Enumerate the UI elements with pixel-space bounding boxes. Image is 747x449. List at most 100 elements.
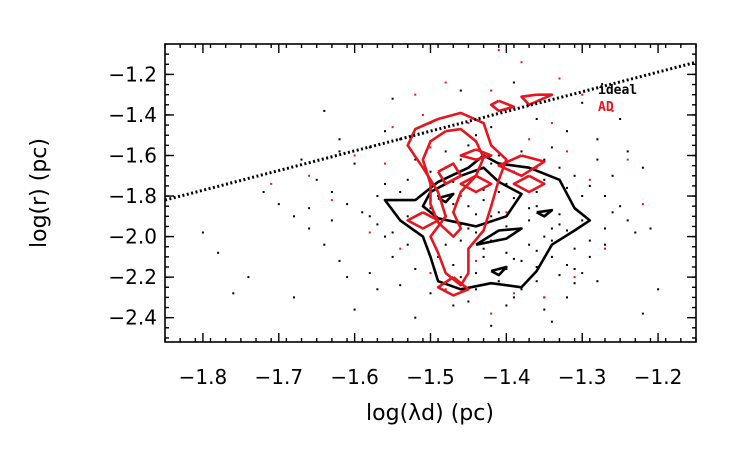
data-point-ideal: [535, 191, 538, 193]
data-point-ideal: [338, 150, 341, 153]
data-point-ideal: [512, 197, 515, 200]
data-point-ad: [353, 154, 356, 157]
y-tick-label: −1.8: [108, 184, 157, 208]
data-point-ideal: [437, 255, 440, 258]
data-point-ideal: [444, 150, 447, 153]
data-point-ideal: [550, 227, 553, 230]
contour-ad: [436, 162, 463, 186]
data-point-ideal: [346, 203, 349, 206]
data-point-ideal: [641, 312, 644, 315]
data-point-ideal: [338, 138, 341, 141]
data-point-ideal: [497, 280, 500, 283]
y-axis-label: log(r) (pc): [27, 138, 52, 248]
x-tick-label: −1.4: [482, 365, 531, 389]
data-point-ideal: [626, 150, 629, 153]
data-point-ideal: [338, 259, 341, 262]
data-point-ideal: [406, 178, 409, 181]
data-point-ideal: [384, 235, 386, 238]
data-point-ideal: [376, 288, 379, 291]
data-point-ideal: [520, 150, 523, 153]
data-point-ideal: [315, 178, 318, 181]
data-point-ad: [490, 89, 493, 92]
data-point-ad: [558, 77, 561, 80]
data-point-ad: [308, 174, 311, 177]
data-point-ideal: [391, 231, 394, 234]
data-point-ad: [626, 158, 629, 161]
contour-ad: [406, 211, 440, 230]
data-point-ideal: [581, 219, 584, 222]
x-axis-label: log(λd) (pc): [366, 401, 494, 426]
data-point-ideal: [346, 276, 349, 279]
data-point-ideal: [247, 276, 250, 279]
data-point-ad: [512, 292, 515, 295]
x-tick-label: −1.8: [179, 365, 228, 389]
data-point-ideal: [550, 239, 553, 242]
data-point-ideal: [641, 166, 644, 169]
data-point-ideal: [368, 272, 371, 275]
data-point-ideal: [467, 144, 470, 147]
data-point-ideal: [475, 272, 477, 275]
data-point-ideal: [505, 182, 508, 185]
data-points-layer: [201, 49, 660, 327]
data-point-ad: [581, 93, 584, 96]
data-point-ideal: [482, 247, 485, 250]
y-tick-label: −1.6: [108, 143, 157, 167]
data-point-ideal: [399, 138, 402, 141]
data-point-ideal: [543, 308, 546, 311]
data-point-ideal: [505, 225, 508, 228]
x-tick-label: −1.6: [330, 365, 379, 389]
data-point-ideal: [490, 162, 493, 165]
y-tick-label: −2.0: [108, 225, 157, 249]
data-point-ideal: [467, 227, 470, 230]
data-point-ideal: [528, 243, 531, 246]
data-point-ideal: [293, 296, 295, 299]
data-point-ad: [497, 49, 500, 52]
x-tick-label: −1.7: [254, 365, 303, 389]
data-point-ideal: [573, 174, 576, 177]
contour-ideal: [536, 208, 554, 218]
data-point-ad: [429, 146, 432, 149]
contour-ad: [512, 174, 546, 194]
data-point-ideal: [300, 158, 303, 161]
data-point-ideal: [399, 284, 402, 287]
data-point-ideal: [482, 199, 485, 202]
data-point-ideal: [497, 191, 500, 193]
y-tick-label: −2.2: [108, 265, 157, 289]
contour-ad: [489, 99, 516, 113]
axes-ticks-layer: −1.8 −1.7 −1.6 −1.5 −1.4 −1.3 −1.2 −1.2 −1.4 −1.6…: [108, 44, 697, 389]
data-point-ideal: [566, 296, 568, 299]
data-point-ideal: [543, 235, 546, 238]
data-point-ideal: [573, 247, 576, 250]
data-point-ad: [490, 312, 493, 315]
data-point-ideal: [459, 276, 462, 279]
data-point-ideal: [262, 191, 265, 193]
data-point-ad: [421, 114, 424, 116]
data-point-ideal: [459, 89, 462, 92]
contour-ideal: [475, 227, 523, 246]
contour-ad: [497, 154, 546, 178]
data-point-ideal: [361, 211, 364, 214]
data-point-ideal: [543, 158, 546, 161]
data-point-ad: [444, 81, 447, 84]
data-point-ideal: [482, 189, 485, 191]
data-point-ideal: [535, 280, 538, 283]
data-point-ideal: [535, 118, 538, 120]
data-point-ideal: [535, 205, 538, 208]
data-point-ad: [520, 61, 523, 64]
data-point-ideal: [566, 130, 568, 133]
data-point-ideal: [512, 81, 515, 84]
x-tick-label: −1.5: [406, 365, 455, 389]
data-point-ideal: [368, 146, 371, 149]
data-point-ideal: [482, 255, 485, 258]
data-point-ideal: [543, 178, 546, 181]
data-point-ideal: [467, 300, 470, 303]
data-point-ideal: [604, 227, 606, 230]
data-point-ideal: [596, 138, 599, 141]
data-point-ideal: [391, 255, 394, 258]
contour-ideal: [421, 166, 523, 228]
data-point-ideal: [596, 158, 599, 161]
data-point-ideal: [384, 182, 386, 185]
data-point-ideal: [406, 215, 409, 218]
contour-ad: [459, 148, 493, 161]
